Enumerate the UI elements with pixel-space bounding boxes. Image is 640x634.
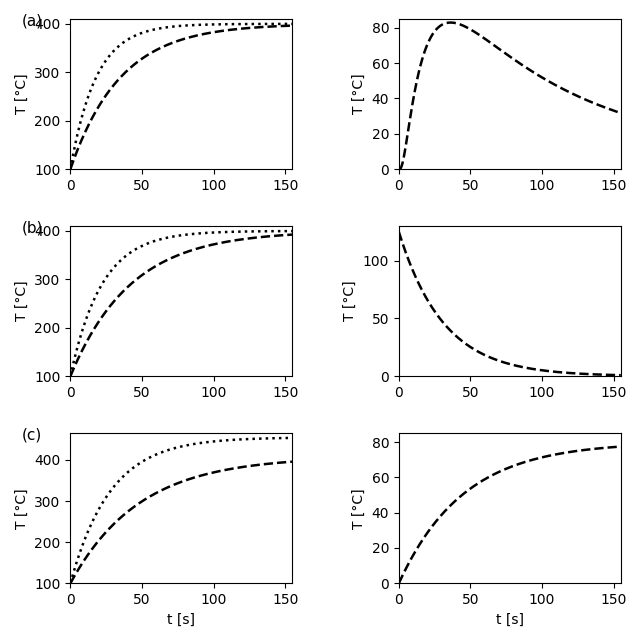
X-axis label: t [s]: t [s]	[496, 612, 524, 626]
Text: (a): (a)	[22, 13, 43, 28]
Y-axis label: T [°C]: T [°C]	[352, 74, 366, 114]
Y-axis label: T [°C]: T [°C]	[343, 281, 357, 321]
Y-axis label: T [°C]: T [°C]	[15, 281, 29, 321]
Text: (c): (c)	[22, 427, 42, 442]
Y-axis label: T [°C]: T [°C]	[15, 488, 29, 529]
X-axis label: t [s]: t [s]	[168, 612, 195, 626]
Y-axis label: T [°C]: T [°C]	[352, 488, 366, 529]
Y-axis label: T [°C]: T [°C]	[15, 74, 29, 114]
Text: (b): (b)	[22, 220, 43, 235]
